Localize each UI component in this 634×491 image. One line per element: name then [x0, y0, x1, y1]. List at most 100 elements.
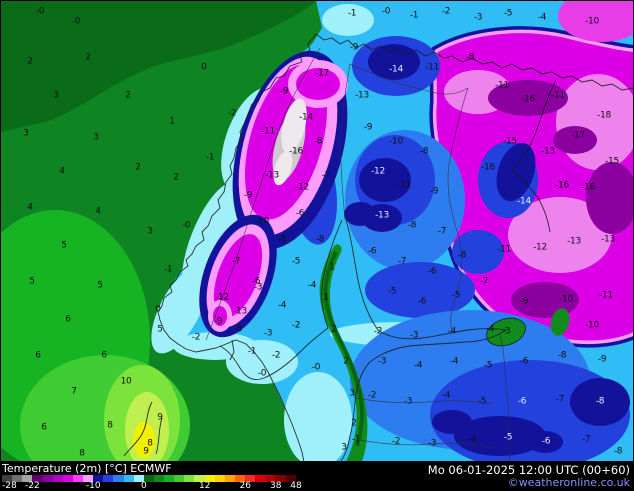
temp-label: -2	[441, 6, 451, 17]
temp-label: -4	[467, 434, 477, 445]
copyright-label: ©weatheronline.co.uk	[507, 476, 630, 489]
temp-label: -16	[289, 146, 303, 157]
temp-label: -13	[265, 170, 279, 181]
temp-label: -11	[599, 290, 613, 301]
colorbar-segment	[265, 475, 276, 482]
temp-label: 4	[59, 166, 65, 177]
temp-label: -9	[243, 190, 253, 201]
map-graphic	[0, 0, 634, 462]
temp-label: -4	[537, 12, 547, 23]
temp-label: 2	[27, 56, 33, 67]
colorbar-segment	[153, 475, 164, 482]
temp-label: -1	[409, 10, 419, 21]
temp-label: -0	[381, 6, 391, 17]
temp-label: -11	[261, 126, 275, 137]
temp-label: -9	[279, 86, 289, 97]
temp-label: -5	[503, 432, 513, 443]
legend-tick: 12	[199, 480, 211, 491]
temp-label: -10	[559, 294, 573, 305]
temp-label: -8	[465, 52, 475, 63]
temp-label: -0	[71, 16, 81, 27]
temp-label: 0	[201, 62, 207, 73]
temp-label: -4	[277, 300, 287, 311]
colorbar-segment	[174, 475, 185, 482]
temp-label: -1	[205, 152, 215, 163]
colorbar-segment	[123, 475, 134, 482]
temp-label: -3	[263, 328, 273, 339]
temp-label: -2	[367, 390, 377, 401]
temp-label: 2	[343, 356, 349, 367]
temp-label: 5	[97, 280, 103, 291]
temp-label: -11	[397, 180, 411, 191]
colorbar-segment	[113, 475, 124, 482]
temp-label: -12	[533, 242, 547, 253]
temp-label: 7	[71, 386, 77, 397]
temp-label: -18	[597, 110, 611, 121]
temp-label: -5	[291, 256, 301, 267]
temp-label: 1	[323, 292, 329, 303]
colorbar-segment	[72, 475, 83, 482]
temp-label: 3	[147, 226, 153, 237]
temp-label: -10	[255, 216, 269, 227]
legend-ticks: -28 -22 -10 0 12 26 38 48	[2, 480, 302, 491]
temp-label: 2	[331, 324, 337, 335]
temp-label: -5	[483, 360, 493, 371]
temp-label: 5	[157, 324, 163, 335]
legend-bar: Temperature (2m) [°C] ECMWF -28 -22 -10 0 12…	[0, 462, 634, 490]
temp-label: -7	[479, 276, 489, 287]
temp-label: -2	[271, 350, 281, 361]
temp-label: 4	[27, 202, 33, 213]
colorbar-segment	[133, 475, 144, 482]
temp-label: -8	[277, 234, 287, 245]
temp-label: -1	[351, 434, 361, 445]
temp-label: -13	[233, 306, 247, 317]
temp-label: -9	[519, 296, 529, 307]
temp-label: 2	[125, 90, 131, 101]
temp-label: 5	[61, 240, 67, 251]
temp-label: 1	[169, 116, 175, 127]
temp-label: -16	[581, 182, 595, 193]
temp-label: -13	[375, 210, 389, 221]
colorbar-segment	[164, 475, 175, 482]
temp-label: -7	[555, 394, 565, 405]
temp-label: -3	[253, 282, 263, 293]
temp-label: 6	[41, 422, 47, 433]
temp-label: -3	[377, 356, 387, 367]
colorbar-segment	[285, 475, 296, 482]
temp-label: 4	[95, 206, 101, 217]
temp-label: -8	[315, 234, 325, 245]
colorbar-segment	[224, 475, 235, 482]
temp-label: -7	[437, 226, 447, 237]
colorbar-segment	[22, 475, 33, 482]
temp-label: 3	[341, 442, 347, 453]
colorbar-segment	[42, 475, 53, 482]
temp-label: -7	[231, 256, 241, 267]
temp-label: -4	[447, 326, 457, 337]
legend-tick: 38	[269, 480, 282, 491]
colorbar-segment	[93, 475, 104, 482]
legend-right: Mo 06-01-2025 12:00 UTC (00+60) ©weather…	[428, 463, 630, 490]
temp-label: 9	[143, 446, 149, 457]
temp-label: -10	[585, 16, 599, 27]
temp-label: -8	[557, 350, 567, 361]
temp-label: -9	[213, 316, 223, 327]
temp-label: -6	[251, 276, 261, 287]
legend-tick: 48	[290, 480, 302, 491]
legend-tick: 26	[239, 480, 252, 491]
temp-label: -2	[191, 332, 201, 343]
temp-label: -5	[503, 8, 513, 19]
temp-label: 1	[329, 262, 335, 273]
temp-label: -2	[391, 436, 401, 447]
temp-label: -11	[495, 80, 509, 91]
legend-colorbar	[2, 475, 296, 482]
temp-label: -13	[541, 146, 555, 157]
temp-label: 8	[147, 438, 153, 449]
temp-label: -0	[311, 362, 321, 373]
unit-label: [°C]	[104, 462, 127, 475]
temp-label: -8	[613, 446, 623, 457]
legend-left: Temperature (2m) [°C] ECMWF -28 -22 -10 0 12…	[2, 463, 304, 490]
temp-label: -9	[363, 122, 373, 133]
temp-label: -15	[605, 156, 619, 167]
colorbar-segment	[194, 475, 205, 482]
temp-label: -5	[451, 290, 461, 301]
